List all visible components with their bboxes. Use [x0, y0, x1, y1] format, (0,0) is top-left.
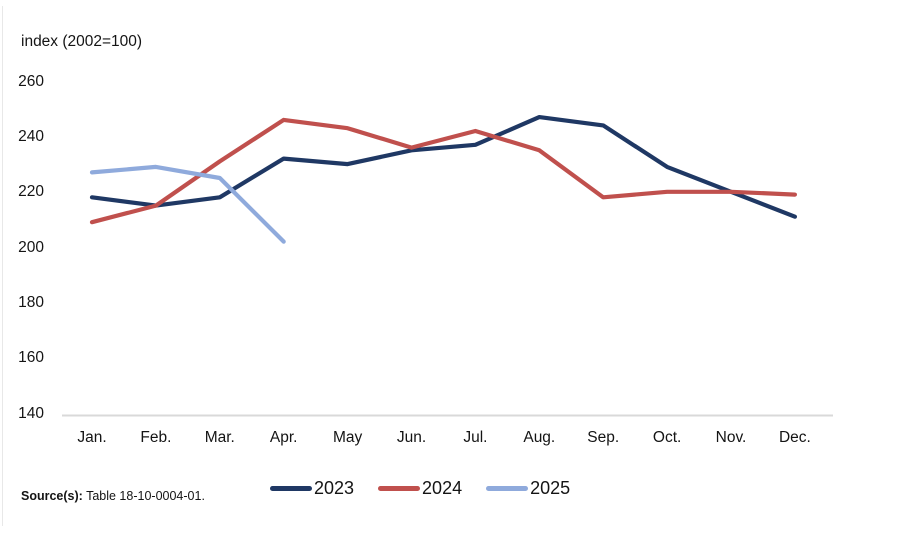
y-tick-label: 180: [18, 293, 44, 311]
window-edge-line: [2, 6, 3, 526]
legend-swatch-2024: [378, 486, 421, 491]
x-tick-label: Jun.: [396, 429, 427, 446]
x-tick-label: Aug.: [523, 429, 556, 446]
x-tick-label: Apr.: [269, 429, 298, 446]
series-line-2023: [89, 114, 798, 219]
legend-item-2023: 2023: [270, 478, 354, 499]
x-tick-label: Oct.: [652, 429, 682, 446]
y-tick-label: 240: [18, 128, 44, 145]
chart-legend: 2023 2024 2025: [270, 478, 570, 499]
legend-label-2024: 2024: [422, 478, 463, 498]
x-tick-label: Dec.: [778, 429, 811, 446]
x-tick-label: Mar.: [204, 429, 235, 446]
source-label: Source(s):: [21, 489, 83, 503]
x-tick-label: Sep.: [587, 429, 620, 446]
y-tick-label: 140: [18, 404, 44, 422]
x-tick-label: Jan.: [77, 429, 107, 446]
source-text: Table 18-10-0004-01.: [82, 489, 205, 503]
y-tick-label: 260: [18, 72, 44, 90]
x-tick-label: Feb.: [140, 429, 172, 446]
x-tick-label: Nov.: [715, 429, 747, 446]
series-line-2025: [89, 164, 286, 244]
legend-item-2025: 2025: [486, 478, 570, 499]
series-line-2024: [89, 117, 798, 225]
y-tick-label: 220: [18, 183, 44, 201]
legend-label-2023: 2023: [314, 478, 355, 498]
y-tick-label: 200: [18, 238, 44, 256]
legend-swatch-2023: [270, 486, 312, 491]
source-note: Source(s): Table 18-10-0004-01.: [21, 489, 205, 503]
legend-item-2024: 2024: [378, 478, 462, 499]
x-tick-label: May: [332, 429, 363, 446]
x-tick-label: Jul.: [463, 429, 488, 446]
y-axis-title: index (2002=100): [21, 33, 143, 50]
legend-swatch-2025: [486, 486, 529, 491]
y-tick-label: 160: [18, 349, 44, 367]
legend-label-2025: 2025: [530, 478, 571, 498]
